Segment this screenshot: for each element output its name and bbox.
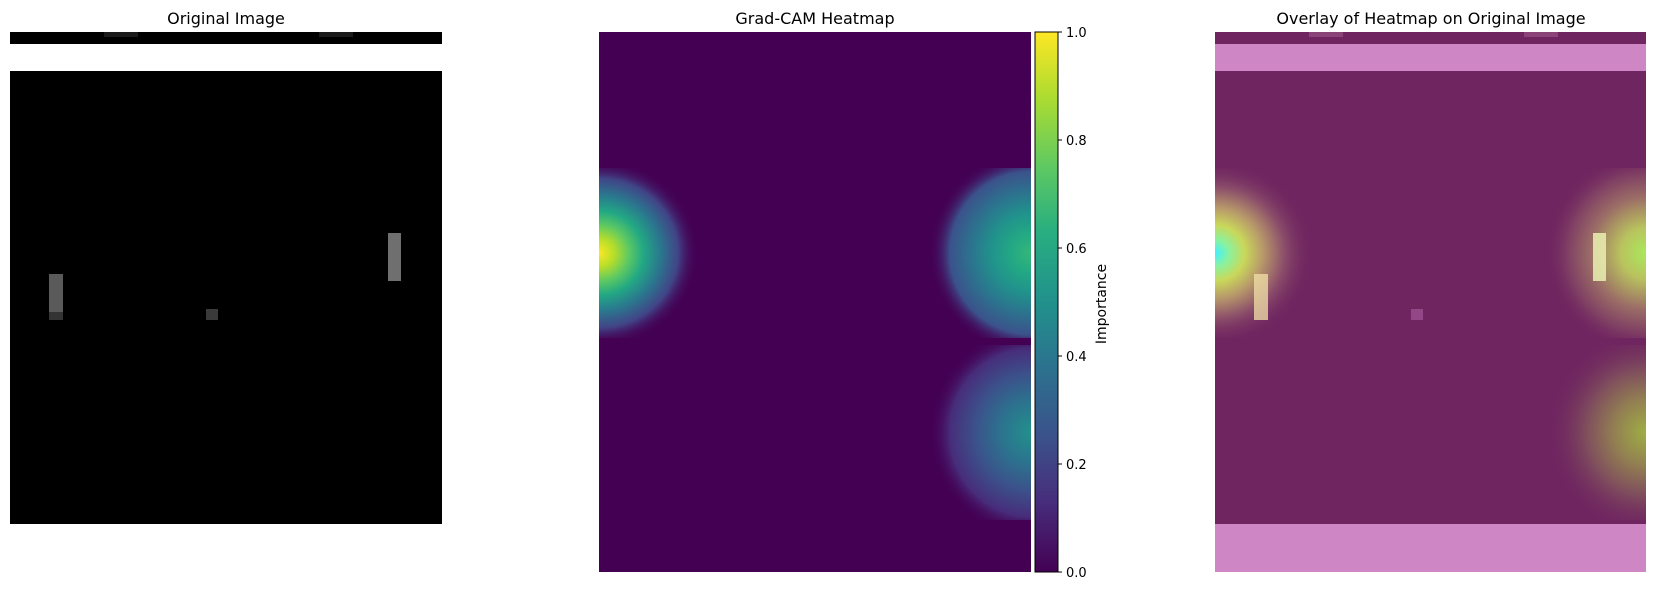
original-object-left-bottom	[49, 312, 63, 320]
original-top-mark-2	[319, 32, 353, 37]
overlay-image	[1215, 71, 1646, 524]
original-top-mark-1	[104, 32, 138, 37]
colorbar-label: Importance	[1094, 264, 1110, 344]
colorbar-tick-0_6: 0.6	[1066, 242, 1087, 257]
original-image-panel: Original Image	[10, 9, 442, 524]
heatmap-colorbar: 1.0 0.8 0.6 0.4 0.2 0.0 Importance	[1034, 26, 1110, 581]
original-top-strip	[10, 32, 442, 44]
overlay-top-mark-1	[1309, 32, 1343, 37]
heatmap-hotspot-right-top	[862, 168, 1031, 338]
overlay-top-strip	[1215, 32, 1646, 44]
heatmap-hotspot-left	[599, 168, 779, 338]
overlay-panel: Overlay of Heatmap on Original Image	[1215, 9, 1646, 572]
original-main-frame	[10, 71, 442, 524]
heatmap-panel: Grad-CAM Heatmap 1.0 0.8	[599, 9, 1110, 581]
original-object-right	[388, 233, 401, 281]
overlay-object-left	[1254, 274, 1268, 320]
heatmap-hotspot-right-bottom	[862, 345, 1031, 520]
heatmap-title: Grad-CAM Heatmap	[735, 9, 894, 28]
overlay-pink-band-top	[1215, 44, 1646, 71]
overlay-object-right	[1593, 233, 1606, 281]
colorbar-tick-0_2: 0.2	[1066, 458, 1087, 473]
heatmap-image	[599, 32, 1031, 572]
original-image-title: Original Image	[167, 9, 285, 28]
original-object-center	[206, 309, 218, 320]
colorbar-scale	[1034, 31, 1059, 573]
overlay-top-mark-2	[1524, 32, 1558, 37]
colorbar-tick-1_0: 1.0	[1066, 26, 1087, 41]
overlay-pink-band-bottom	[1215, 524, 1646, 572]
colorbar-tick-0_4: 0.4	[1066, 350, 1087, 365]
colorbar-tick-0_8: 0.8	[1066, 134, 1087, 149]
overlay-hotspot-right-bottom	[1478, 345, 1646, 520]
colorbar-ticks: 1.0 0.8 0.6 0.4 0.2 0.0	[1058, 26, 1087, 581]
original-object-left	[49, 274, 63, 320]
overlay-hotspot-left	[1215, 168, 1395, 338]
overlay-hotspot-right-top	[1478, 168, 1646, 338]
overlay-object-center	[1411, 309, 1423, 320]
overlay-title: Overlay of Heatmap on Original Image	[1276, 9, 1585, 28]
colorbar-tick-0_0: 0.0	[1066, 566, 1087, 581]
